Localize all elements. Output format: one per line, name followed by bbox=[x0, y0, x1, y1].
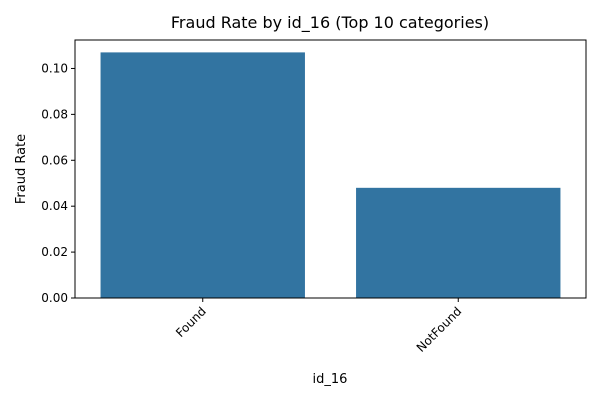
bar-notfound bbox=[356, 187, 561, 298]
x-tick-label: Found bbox=[173, 304, 209, 340]
y-tick-label: 0.04 bbox=[41, 199, 68, 213]
y-axis-label: Fraud Rate bbox=[14, 134, 29, 204]
bar-found bbox=[100, 52, 305, 298]
y-tick-label: 0.08 bbox=[41, 107, 68, 121]
bars bbox=[100, 52, 561, 298]
x-axis-label: id_16 bbox=[313, 372, 348, 387]
y-tick-label: 0.00 bbox=[41, 291, 68, 305]
y-tick-label: 0.02 bbox=[41, 245, 68, 259]
y-tick-label: 0.10 bbox=[41, 61, 68, 75]
plot-frame bbox=[74, 39, 587, 299]
y-tick-label: 0.06 bbox=[41, 153, 68, 167]
y-axis: 0.00 0.02 0.04 0.06 0.08 0.10 bbox=[41, 61, 75, 305]
x-axis: Found NotFound bbox=[173, 298, 464, 355]
x-tick-label: NotFound bbox=[414, 304, 465, 355]
chart-title: Fraud Rate by id_16 (Top 10 categories) bbox=[171, 13, 489, 33]
